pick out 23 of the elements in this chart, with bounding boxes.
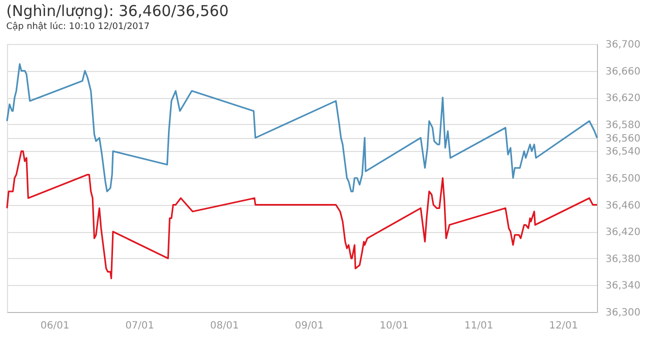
y-tick-label: 36,420 bbox=[606, 227, 640, 238]
y-tick-label: 36,300 bbox=[606, 308, 640, 318]
y-tick-label: 36,460 bbox=[606, 200, 640, 212]
y-tick-label: 36,660 bbox=[606, 66, 640, 78]
line-series bbox=[6, 150, 598, 280]
y-tick-label: 36,340 bbox=[606, 280, 640, 292]
chart-subtitle: Cập nhật lúc: 10:10 12/01/2017 bbox=[6, 21, 150, 32]
x-tick-label: 08/01 bbox=[210, 320, 239, 332]
y-tick-label: 36,620 bbox=[606, 93, 640, 104]
y-tick-label: 36,560 bbox=[606, 133, 640, 144]
x-tick-label: 12/01 bbox=[549, 320, 578, 332]
x-tick-label: 10/01 bbox=[380, 320, 408, 332]
x-tick-label: 06/01 bbox=[40, 320, 70, 332]
x-tick-label: 09/01 bbox=[294, 320, 324, 332]
x-tick-label: 11/01 bbox=[464, 320, 494, 332]
x-tick-label: 07/01 bbox=[125, 320, 154, 332]
line-series bbox=[6, 63, 598, 192]
y-tick-label: 36,540 bbox=[606, 146, 640, 158]
y-tick-label: 36,580 bbox=[606, 120, 640, 131]
chart-title: (Nghìn/lượng): 36,460/36,560 bbox=[6, 2, 229, 20]
y-tick-label: 36,380 bbox=[606, 254, 640, 265]
y-tick-label: 36,700 bbox=[606, 40, 640, 50]
y-tick-label: 36,500 bbox=[606, 174, 640, 184]
